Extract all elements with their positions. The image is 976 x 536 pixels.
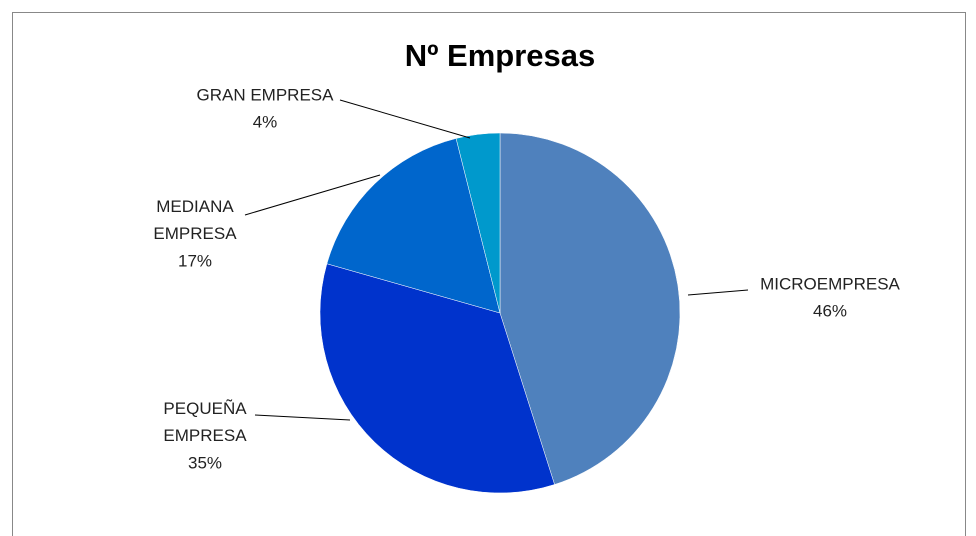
slice-value-label: 46% <box>813 301 847 320</box>
pie-slice <box>326 138 501 314</box>
slice-label: GRAN EMPRESA <box>197 85 335 104</box>
pie-slice <box>499 132 681 485</box>
slice-label: MEDIANA EMPRESA <box>153 197 237 243</box>
slice-value-label: 17% <box>178 251 212 270</box>
slice-value-label: 35% <box>188 453 222 472</box>
slice-label: PEQUEÑA EMPRESA <box>163 399 247 445</box>
pie-slice <box>455 132 501 314</box>
chart-title: Nº Empresas <box>405 38 596 73</box>
leader-line <box>339 99 471 139</box>
slice-value-label: 4% <box>253 112 278 131</box>
slice-label: MICROEMPRESA <box>760 274 900 293</box>
pie-slice <box>319 263 555 494</box>
leader-line <box>254 414 351 421</box>
leader-line <box>687 289 749 296</box>
leader-line <box>244 174 381 216</box>
